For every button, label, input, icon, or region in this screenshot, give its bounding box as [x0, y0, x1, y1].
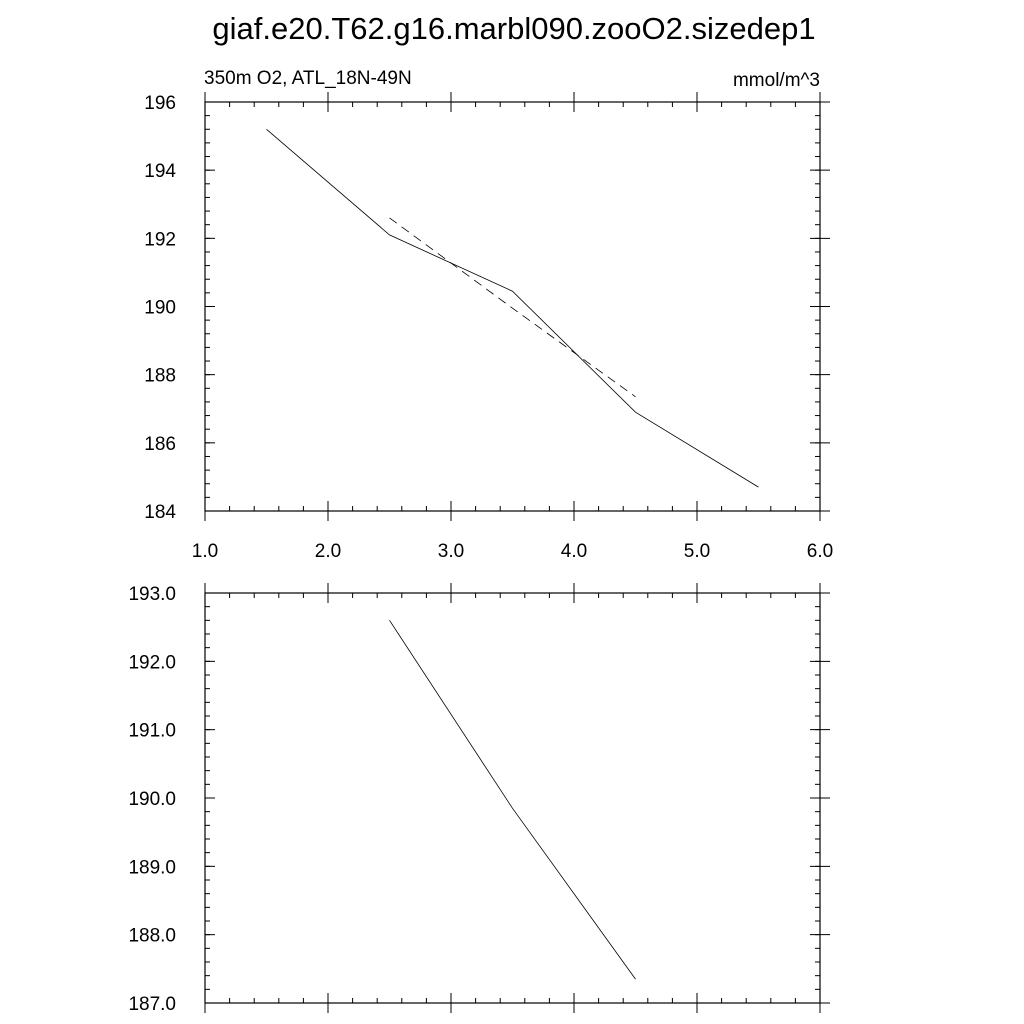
bottom-panel-y-tick-label: 192.0 [128, 652, 176, 673]
top-panel-series-solid-line [266, 128, 759, 488]
top-panel-series [266, 128, 759, 488]
bottom-panel-y-tick-label: 189.0 [128, 857, 176, 878]
bottom-panel-series [389, 620, 636, 980]
top-panel-y-tick-label: 190 [144, 298, 176, 319]
top-panel-series-dashed-line [389, 217, 636, 398]
top-panel-x-tick-label: 3.0 [438, 541, 464, 562]
top-panel-y-tick-label: 196 [144, 93, 176, 114]
bottom-panel-y-tick-label: 187.0 [128, 994, 176, 1015]
bottom-panel-y-tick-label: 188.0 [128, 926, 176, 947]
bottom-panel-y-tick-label: 191.0 [128, 721, 176, 742]
top-panel-x-tick-label: 6.0 [807, 541, 833, 562]
bottom-panel-frame [204, 592, 821, 1004]
bottom-panel-ticks: 187.0 188.0 189.0 190.0 191.0 192.0 193.0 [128, 583, 830, 1015]
top-panel: 350m O2, ATL_18N-49N mmol/m^3 1.0 2.0 3.0 4… [144, 68, 833, 562]
top-panel-x-tick-label: 2.0 [315, 541, 341, 562]
top-panel-y-tick-label: 188 [144, 366, 176, 387]
bottom-panel-y-tick-label: 190.0 [128, 789, 176, 810]
top-panel-x-tick-label: 5.0 [684, 541, 710, 562]
bottom-panel-series-solid-line [389, 620, 636, 980]
top-panel-frame [204, 101, 821, 512]
figure-title: giaf.e20.T62.g16.marbl090.zooO2.sizedep1 [212, 11, 815, 46]
top-panel-y-tick-label: 194 [144, 161, 176, 182]
top-panel-y-tick-label: 186 [144, 434, 176, 455]
bottom-panel-y-tick-label: 193.0 [128, 584, 176, 605]
top-panel-left-label: 350m O2, ATL_18N-49N [204, 68, 412, 89]
top-panel-y-tick-label: 192 [144, 229, 176, 250]
top-panel-y-tick-label: 184 [144, 502, 176, 523]
top-panel-x-tick-label: 4.0 [561, 541, 587, 562]
top-panel-x-tick-label: 1.0 [192, 541, 218, 562]
top-panel-ticks: 1.0 2.0 3.0 4.0 5.0 6.0 184 186 188 190 192 194 196 [144, 92, 833, 562]
bottom-panel: 187.0 188.0 189.0 190.0 191.0 192.0 193.0 [128, 583, 830, 1015]
top-panel-right-label: mmol/m^3 [733, 70, 820, 91]
